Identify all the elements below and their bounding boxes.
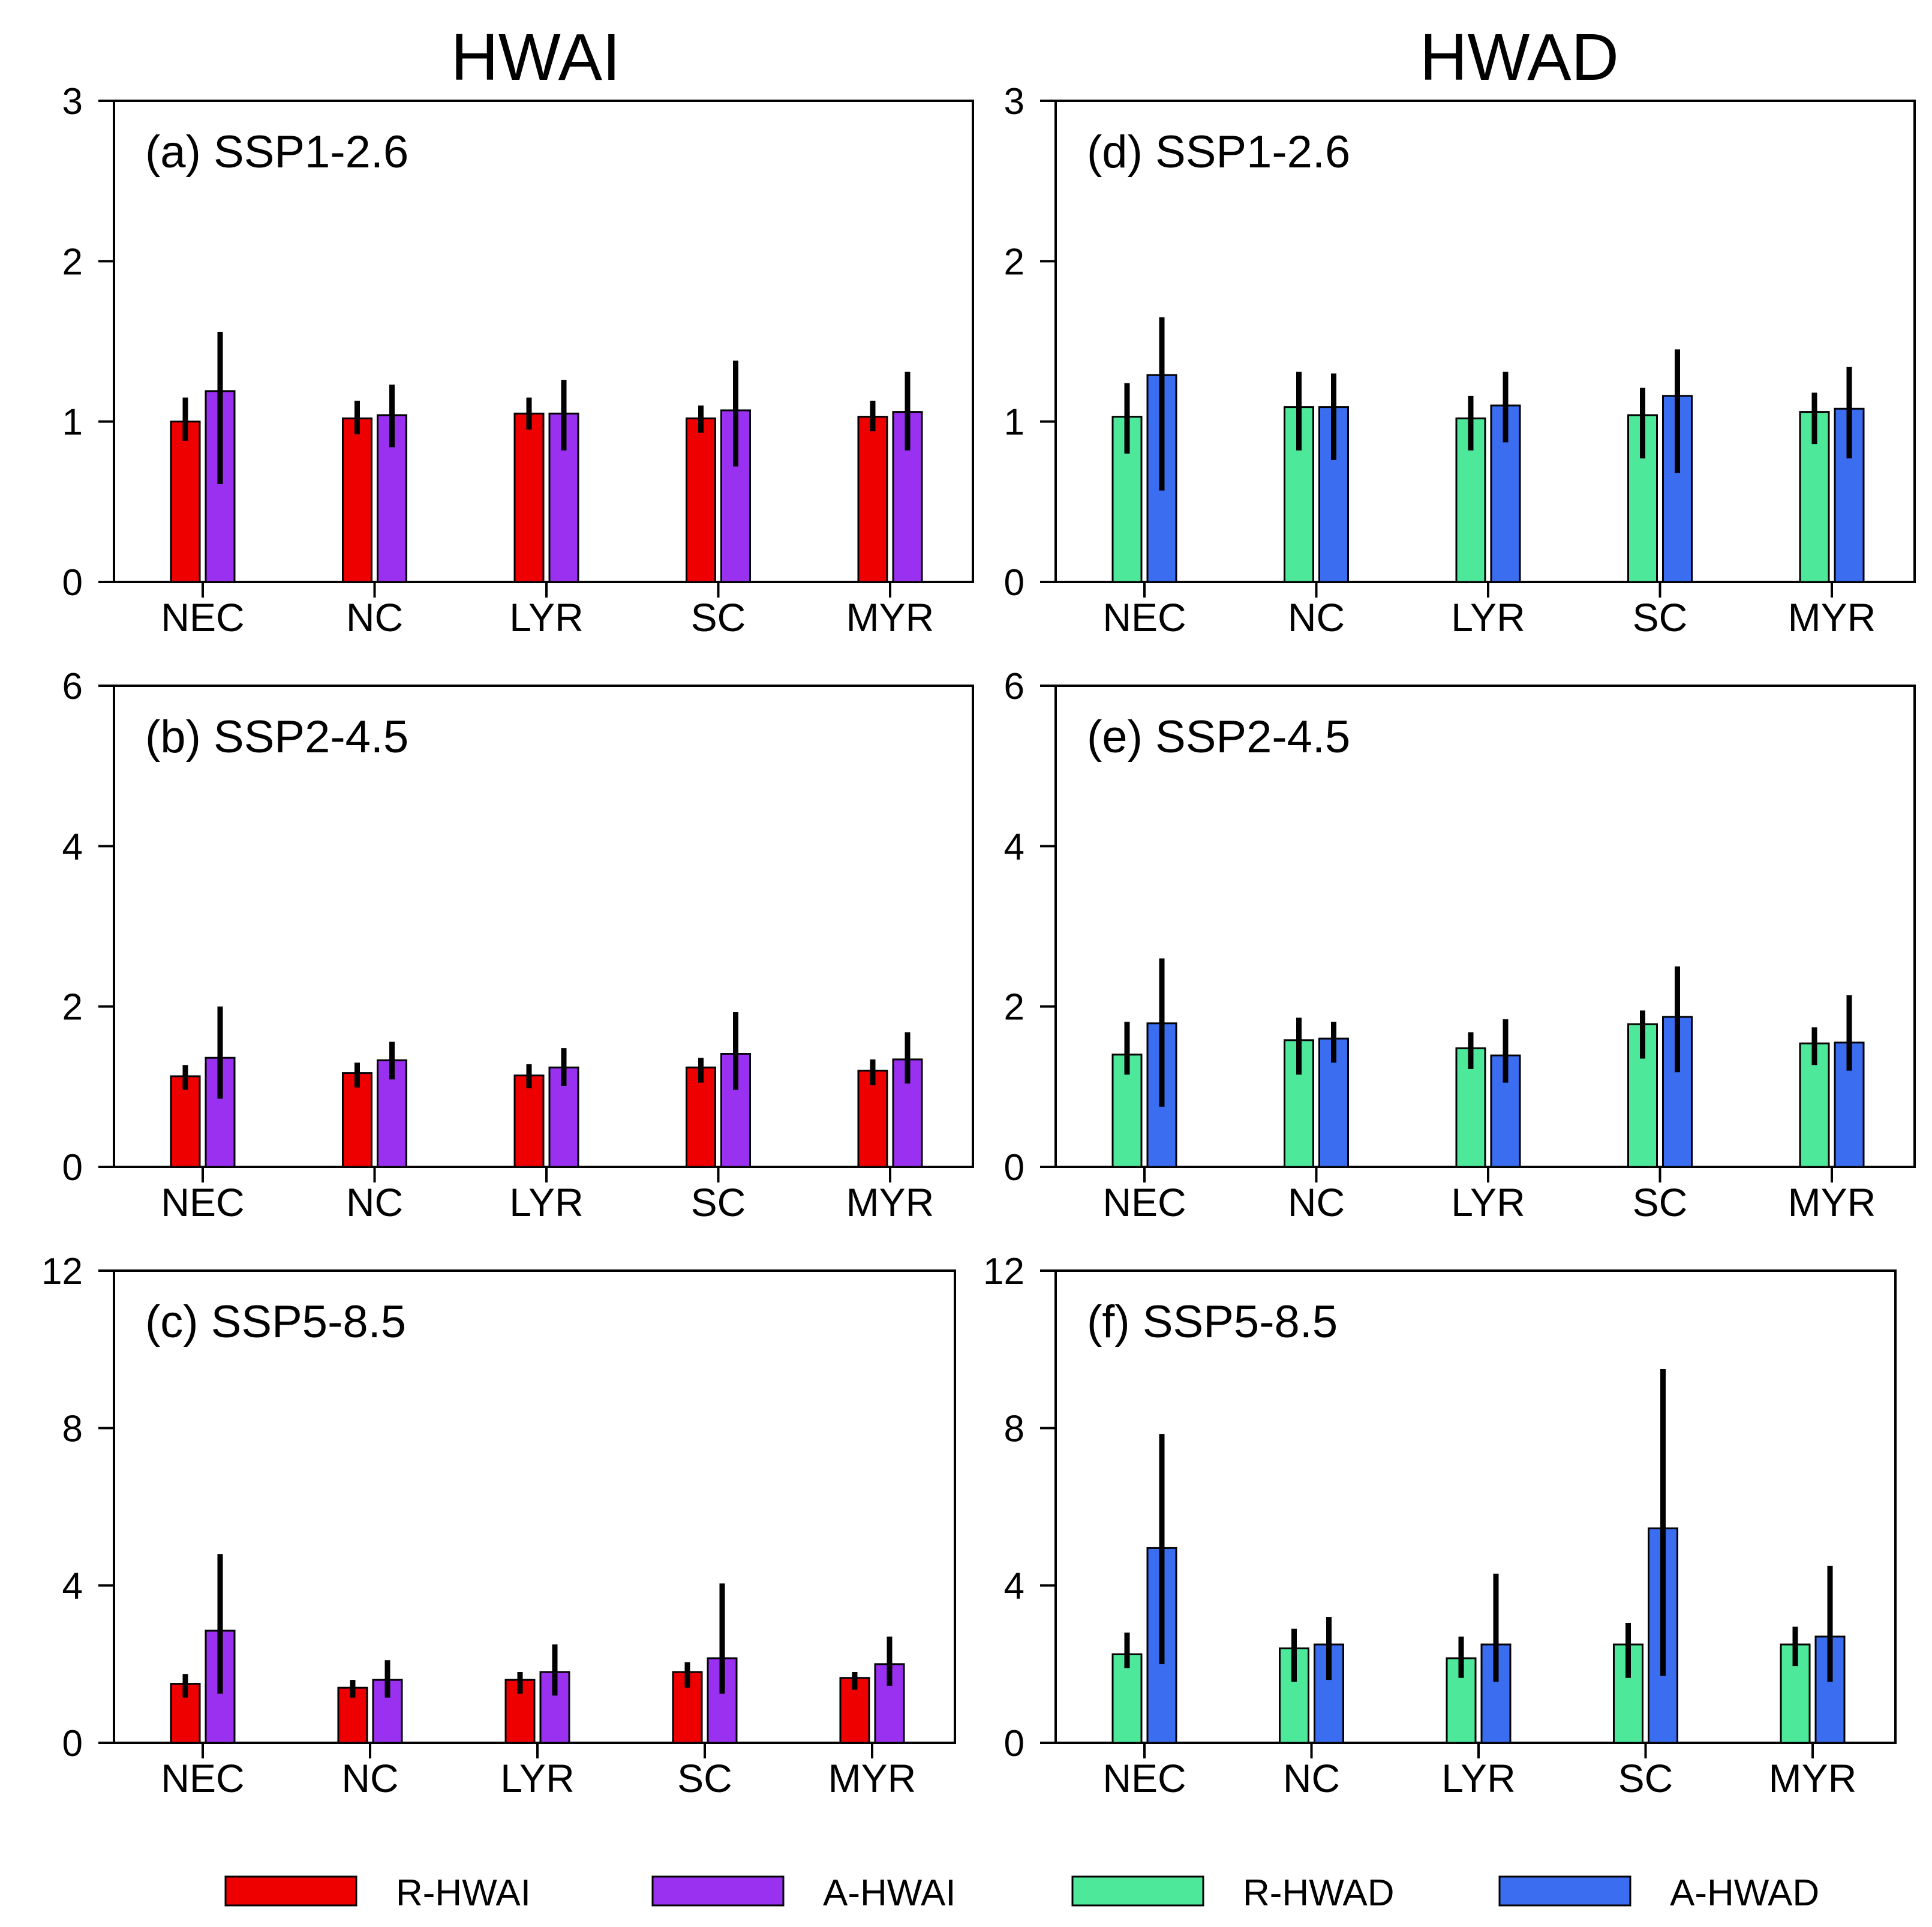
legend-item-a-hwai: A-HWAI — [651, 1872, 956, 1914]
category-label-nec: NEC — [1102, 1180, 1186, 1224]
y-tick-label: 1 — [1004, 402, 1024, 443]
category-label-lyr: LYR — [509, 595, 584, 640]
category-label-nec: NEC — [161, 595, 244, 640]
bar-r-hwai-myr — [839, 1677, 870, 1744]
category-label-lyr: LYR — [509, 1180, 584, 1224]
legend-swatch-r-hwad — [1071, 1875, 1204, 1907]
bar-r-hwai-myr — [857, 1070, 888, 1168]
bar-r-hwai-sc — [686, 417, 716, 583]
y-tick-label: 8 — [62, 1408, 83, 1449]
panel-d: (d) SSP1-2.6 0 1 2 3 NEC NC LYR SC MYR — [1004, 81, 1916, 640]
y-tick-label: 2 — [62, 241, 83, 283]
category-label-nc: NC — [1288, 1180, 1345, 1224]
panel-c: (c) SSP5-8.5 0 4 8 12 NEC NC LYR SC MYR — [41, 1251, 956, 1800]
legend-label-r-hwad: R-HWAD — [1243, 1872, 1395, 1914]
category-label-nc: NC — [1288, 595, 1345, 640]
panel-a: (a) SSP1-2.6 0 1 2 3 NEC NC LYR SC MYR — [62, 81, 974, 640]
y-tick-label: 2 — [1004, 987, 1024, 1028]
y-tick-label: 4 — [62, 826, 83, 868]
bar-r-hwai-nec — [170, 421, 201, 583]
y-tick-label: 2 — [62, 987, 83, 1028]
legend: R-HWAI A-HWAI R-HWAD A-HWAD — [224, 1872, 1819, 1914]
legend-label-r-hwai: R-HWAI — [396, 1872, 531, 1914]
category-label-nc: NC — [346, 595, 403, 640]
panel-b: (b) SSP2-4.5 0 2 4 6 NEC NC LYR SC MYR — [62, 666, 974, 1224]
category-label-sc: SC — [1618, 1756, 1673, 1800]
category-label-myr: MYR — [1788, 595, 1876, 640]
category-label-sc: SC — [1633, 1180, 1688, 1224]
bar-r-hwai-lyr — [513, 1074, 545, 1168]
y-tick-label: 6 — [1004, 666, 1024, 707]
bar-r-hwai-nc — [342, 417, 372, 583]
y-tick-label: 2 — [1004, 241, 1024, 283]
y-tick-label: 4 — [62, 1566, 83, 1607]
bar-r-hwai-lyr — [513, 412, 545, 583]
category-label-nc: NC — [346, 1180, 403, 1224]
legend-label-a-hwai: A-HWAI — [823, 1872, 956, 1914]
category-label-nc: NC — [341, 1756, 398, 1800]
category-label-nec: NEC — [161, 1756, 244, 1800]
panel-e: (e) SSP2-4.5 0 2 4 6 NEC NC LYR SC MYR — [1004, 666, 1916, 1224]
category-label-lyr: LYR — [500, 1756, 575, 1800]
category-label-lyr: LYR — [1441, 1756, 1516, 1800]
y-tick-label: 12 — [983, 1251, 1024, 1292]
y-tick-label: 0 — [1004, 1147, 1024, 1188]
column-title-hwai: HWAI — [450, 20, 620, 94]
bar-r-hwai-nec — [170, 1075, 201, 1168]
column-title-hwad: HWAD — [1420, 20, 1619, 94]
category-label-nec: NEC — [161, 1180, 244, 1224]
y-tick-label: 3 — [1004, 81, 1024, 122]
y-tick-label: 0 — [62, 1723, 83, 1764]
y-tick-label: 0 — [62, 1147, 83, 1188]
legend-item-r-hwai: R-HWAI — [224, 1872, 531, 1914]
category-label-myr: MYR — [1769, 1756, 1857, 1800]
bar-a-hwai-lyr — [539, 1671, 570, 1744]
y-tick-label: 3 — [62, 81, 83, 122]
y-tick-label: 0 — [62, 562, 83, 604]
bar-a-hwad-lyr — [1490, 1054, 1521, 1168]
category-label-myr: MYR — [828, 1756, 917, 1800]
category-label-lyr: LYR — [1451, 595, 1525, 640]
category-label-sc: SC — [691, 595, 746, 640]
bar-a-hwad-lyr — [1490, 404, 1521, 583]
legend-item-r-hwad: R-HWAD — [1071, 1872, 1395, 1914]
y-tick-label: 4 — [1004, 1566, 1024, 1607]
y-tick-label: 4 — [1004, 826, 1024, 868]
panel-title: (d) SSP1-2.6 — [1087, 127, 1350, 178]
panel-f: (f) SSP5-8.5 0 4 8 12 NEC NC LYR SC MYR — [983, 1251, 1897, 1800]
panel-title: (a) SSP1-2.6 — [145, 127, 408, 178]
category-label-myr: MYR — [1788, 1180, 1876, 1224]
category-label-myr: MYR — [846, 1180, 935, 1224]
y-tick-label: 8 — [1004, 1408, 1024, 1449]
bar-r-hwai-nc — [342, 1072, 372, 1168]
category-label-lyr: LYR — [1451, 1180, 1525, 1224]
y-tick-label: 0 — [1004, 1723, 1024, 1764]
y-tick-label: 12 — [41, 1251, 83, 1292]
bar-r-hwai-sc — [686, 1066, 716, 1168]
panel-title: (c) SSP5-8.5 — [145, 1296, 406, 1347]
y-tick-label: 0 — [1004, 562, 1024, 604]
category-label-nc: NC — [1283, 1756, 1340, 1800]
legend-label-a-hwad: A-HWAD — [1670, 1872, 1819, 1914]
panel-title: (f) SSP5-8.5 — [1087, 1296, 1338, 1347]
y-tick-label: 6 — [62, 666, 83, 707]
category-label-myr: MYR — [846, 595, 935, 640]
panel-title: (b) SSP2-4.5 — [145, 712, 408, 763]
category-label-sc: SC — [691, 1180, 746, 1224]
legend-item-a-hwad: A-HWAD — [1498, 1872, 1819, 1914]
category-label-sc: SC — [1633, 595, 1688, 640]
bar-r-hwai-myr — [857, 416, 888, 583]
legend-swatch-r-hwai — [224, 1875, 357, 1907]
category-label-nec: NEC — [1102, 1756, 1186, 1800]
legend-swatch-a-hwai — [651, 1875, 785, 1907]
category-label-nec: NEC — [1102, 595, 1186, 640]
panel-title: (e) SSP2-4.5 — [1087, 712, 1350, 763]
category-label-sc: SC — [677, 1756, 732, 1800]
y-tick-label: 1 — [62, 402, 83, 443]
legend-swatch-a-hwad — [1498, 1875, 1631, 1907]
bar-r-hwad-nc — [1284, 406, 1314, 583]
